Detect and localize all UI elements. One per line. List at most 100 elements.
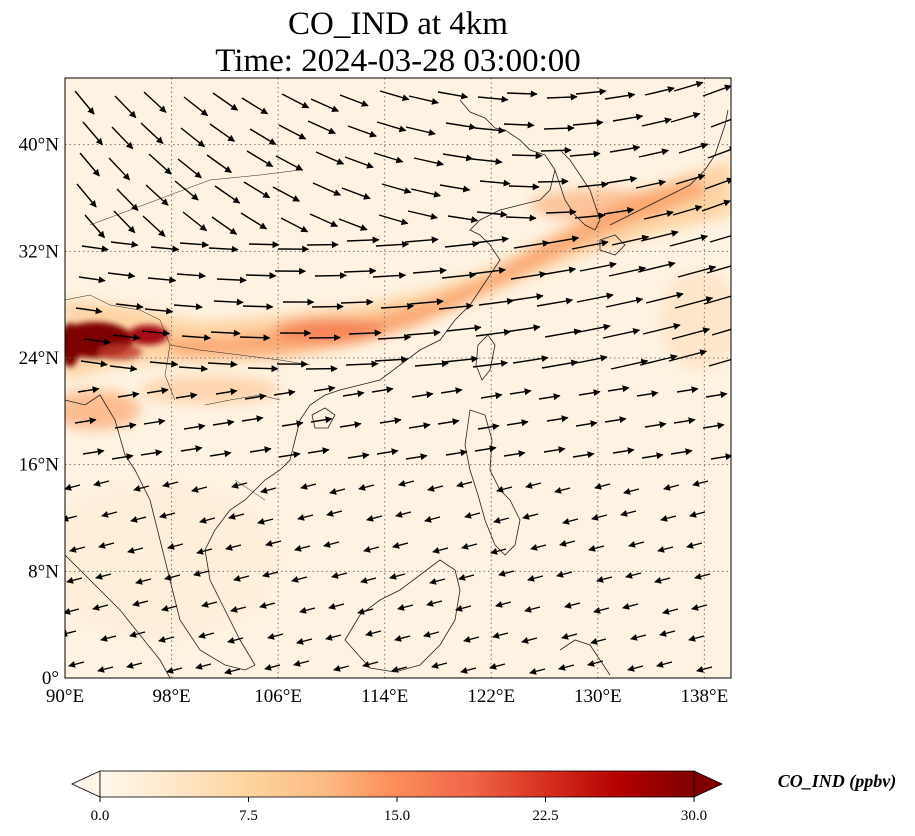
wind-arrow bbox=[574, 212, 606, 220]
wind-arrow bbox=[181, 334, 212, 342]
wind-arrow bbox=[571, 239, 609, 250]
map-frame bbox=[64, 77, 732, 679]
wind-arrow bbox=[579, 261, 617, 272]
wind-arrow bbox=[431, 662, 448, 669]
wind-arrow bbox=[639, 354, 678, 366]
wind-arrow bbox=[611, 234, 650, 246]
wind-arrow bbox=[575, 420, 598, 428]
wind-arrow bbox=[329, 488, 346, 495]
wind-arrow bbox=[166, 667, 183, 674]
colorbar-label: CO_IND (ppbv) bbox=[778, 771, 897, 792]
wind-arrow bbox=[98, 542, 115, 549]
wind-arrow bbox=[372, 271, 407, 279]
wind-arrow bbox=[82, 448, 105, 456]
wind-arrow bbox=[173, 303, 203, 311]
wind-arrow bbox=[183, 423, 206, 431]
coastline-borneo bbox=[344, 559, 461, 673]
wind-arrow bbox=[620, 510, 637, 517]
wind-arrow bbox=[115, 302, 144, 310]
wind-arrow bbox=[231, 482, 248, 489]
colorbar-ticks: 0.0 7.5 15.0 22.5 30.0 bbox=[91, 797, 707, 824]
wind-arrow bbox=[93, 480, 110, 487]
wind-arrow bbox=[691, 604, 708, 611]
colorbar: 0.0 7.5 15.0 22.5 30.0 CO_IND (ppbv) bbox=[71, 770, 897, 824]
wind-arrow bbox=[473, 235, 510, 244]
wind-arrow bbox=[216, 276, 247, 284]
wind-arrow bbox=[164, 574, 181, 581]
wind-arrow bbox=[671, 327, 711, 340]
wind-arrow bbox=[68, 661, 85, 668]
wind-arrow bbox=[644, 421, 667, 429]
wind-arrow bbox=[429, 578, 446, 585]
wind-arrow bbox=[130, 516, 147, 523]
wind-arrow bbox=[191, 486, 208, 493]
wind-arrow bbox=[116, 188, 139, 211]
wind-arrow bbox=[460, 667, 477, 674]
wind-arrow bbox=[80, 360, 108, 368]
wind-arrow bbox=[196, 548, 213, 555]
wind-arrow bbox=[562, 518, 579, 525]
wind-arrow bbox=[339, 421, 362, 429]
wind-arrow bbox=[569, 150, 601, 158]
wind-arrow bbox=[677, 265, 717, 278]
wind-arrow bbox=[495, 601, 512, 608]
wind-arrow bbox=[504, 324, 541, 333]
wind-arrow bbox=[512, 355, 549, 364]
wind-arrow bbox=[344, 156, 374, 169]
lat-tick-label: 24°N bbox=[19, 348, 60, 369]
border-lines bbox=[65, 169, 311, 501]
wind-arrow bbox=[314, 272, 347, 280]
wind-arrow bbox=[395, 511, 412, 518]
wind-arrow bbox=[100, 635, 117, 642]
wind-arrow bbox=[668, 349, 708, 362]
wind-arrow bbox=[709, 235, 731, 243]
wind-arrow bbox=[476, 210, 508, 218]
wind-arrow bbox=[604, 416, 627, 424]
wind-arrow bbox=[248, 241, 280, 249]
wind-arrow bbox=[307, 447, 330, 455]
wind-arrow bbox=[79, 152, 100, 177]
wind-arrow bbox=[69, 546, 86, 553]
wind-arrow bbox=[310, 98, 340, 112]
wind-arrow bbox=[142, 215, 166, 237]
wind-arrow bbox=[472, 359, 508, 368]
wind-arrow bbox=[456, 481, 473, 488]
wind-arrow bbox=[544, 328, 582, 338]
wind-arrow bbox=[140, 449, 163, 457]
wind-arrow bbox=[445, 449, 468, 457]
wind-arrow bbox=[426, 600, 443, 607]
wind-arrow bbox=[623, 488, 640, 495]
wind-arrow bbox=[101, 511, 118, 518]
wind-arrow bbox=[331, 572, 348, 579]
map-panel bbox=[65, 78, 731, 678]
wind-arrow bbox=[404, 236, 439, 244]
wind-arrow bbox=[249, 128, 277, 145]
wind-arrow bbox=[140, 122, 164, 144]
wind-arrow bbox=[509, 388, 532, 396]
wind-arrow bbox=[233, 575, 250, 582]
latitude-ticks: 0° 8°N 16°N 24°N 32°N 40°N bbox=[19, 135, 60, 689]
wind-arrow bbox=[111, 453, 134, 461]
wind-arrow bbox=[397, 604, 414, 611]
wind-arrow bbox=[74, 417, 97, 425]
wind-arrow bbox=[706, 265, 731, 274]
wind-arrow bbox=[686, 542, 703, 549]
wind-arrow bbox=[437, 91, 469, 100]
wind-arrow bbox=[394, 635, 411, 642]
wind-arrow bbox=[273, 389, 296, 397]
wind-arrow bbox=[447, 215, 479, 224]
wind-arrow bbox=[641, 452, 664, 460]
wind-arrow bbox=[556, 571, 573, 578]
wind-arrow bbox=[702, 84, 731, 97]
wind-arrow bbox=[625, 572, 642, 579]
wind-arrow bbox=[177, 158, 202, 179]
wind-arrow bbox=[144, 307, 174, 315]
wind-arrow bbox=[97, 666, 114, 673]
wind-arrow bbox=[158, 636, 175, 643]
wind-arrow bbox=[458, 574, 475, 581]
wind-arrow bbox=[409, 298, 444, 306]
wind-arrow bbox=[312, 182, 342, 196]
wind-arrow bbox=[379, 90, 410, 102]
wind-arrow bbox=[178, 365, 209, 373]
co-hotspot-myanmar-east bbox=[128, 325, 168, 345]
